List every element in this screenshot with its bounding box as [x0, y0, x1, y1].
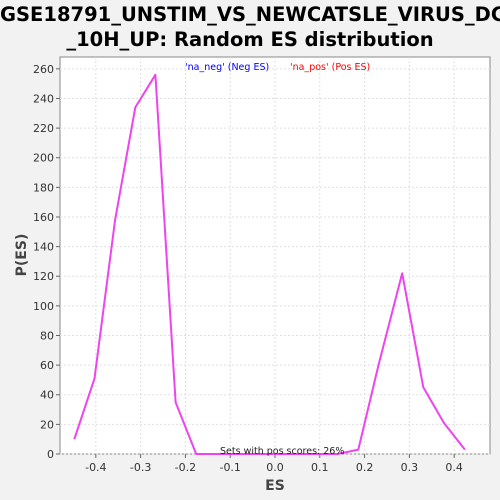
x-axis-ticks: -0.4 -0.3 -0.2 -0.1 0.0 0.1 0.2 0.3 0.4	[85, 454, 463, 474]
legend-pos: 'na_pos' (Pos ES)	[290, 62, 370, 73]
y-tick-label: 260	[33, 63, 54, 76]
y-axis-ticks: 0 20 40 60 80 100 120 140 160 180 200 220 240 260	[33, 63, 60, 461]
x-tick-label: 0.0	[266, 461, 284, 474]
x-tick-label: -0.4	[85, 461, 106, 474]
y-axis-label: P(ES)	[14, 234, 30, 277]
y-tick-label: 20	[40, 418, 54, 431]
y-tick-label: 100	[33, 300, 54, 313]
x-tick-label: -0.2	[175, 461, 196, 474]
y-tick-label: 60	[40, 359, 54, 372]
y-tick-label: 160	[33, 211, 54, 224]
y-tick-label: 220	[33, 122, 54, 135]
y-tick-label: 240	[33, 92, 54, 105]
x-tick-label: 0.4	[445, 461, 463, 474]
y-tick-label: 180	[33, 181, 54, 194]
pos-scores-annotation: Sets with pos scores: 26%	[220, 446, 344, 457]
y-tick-label: 200	[33, 152, 54, 165]
y-tick-label: 40	[40, 389, 54, 402]
x-tick-label: 0.2	[356, 461, 374, 474]
legend-neg: 'na_neg' (Neg ES)	[185, 62, 269, 73]
x-axis-label: ES	[265, 478, 285, 494]
x-tick-label: -0.1	[219, 461, 240, 474]
y-tick-label: 140	[33, 241, 54, 254]
chart-title-line-1: GSE18791_UNSTIM_VS_NEWCATSLE_VIRUS_DC	[0, 3, 500, 26]
x-tick-label: -0.3	[130, 461, 151, 474]
chart-title-line-2: _10H_UP: Random ES distribution	[66, 28, 434, 51]
series-line	[73, 73, 466, 455]
y-tick-label: 120	[33, 270, 54, 283]
y-tick-label: 0	[47, 448, 54, 461]
chart-title: GSE18791_UNSTIM_VS_NEWCATSLE_VIRUS_DC _1…	[0, 2, 500, 52]
x-tick-label: 0.3	[401, 461, 419, 474]
x-tick-label: 0.1	[311, 461, 329, 474]
y-tick-label: 80	[40, 329, 54, 342]
